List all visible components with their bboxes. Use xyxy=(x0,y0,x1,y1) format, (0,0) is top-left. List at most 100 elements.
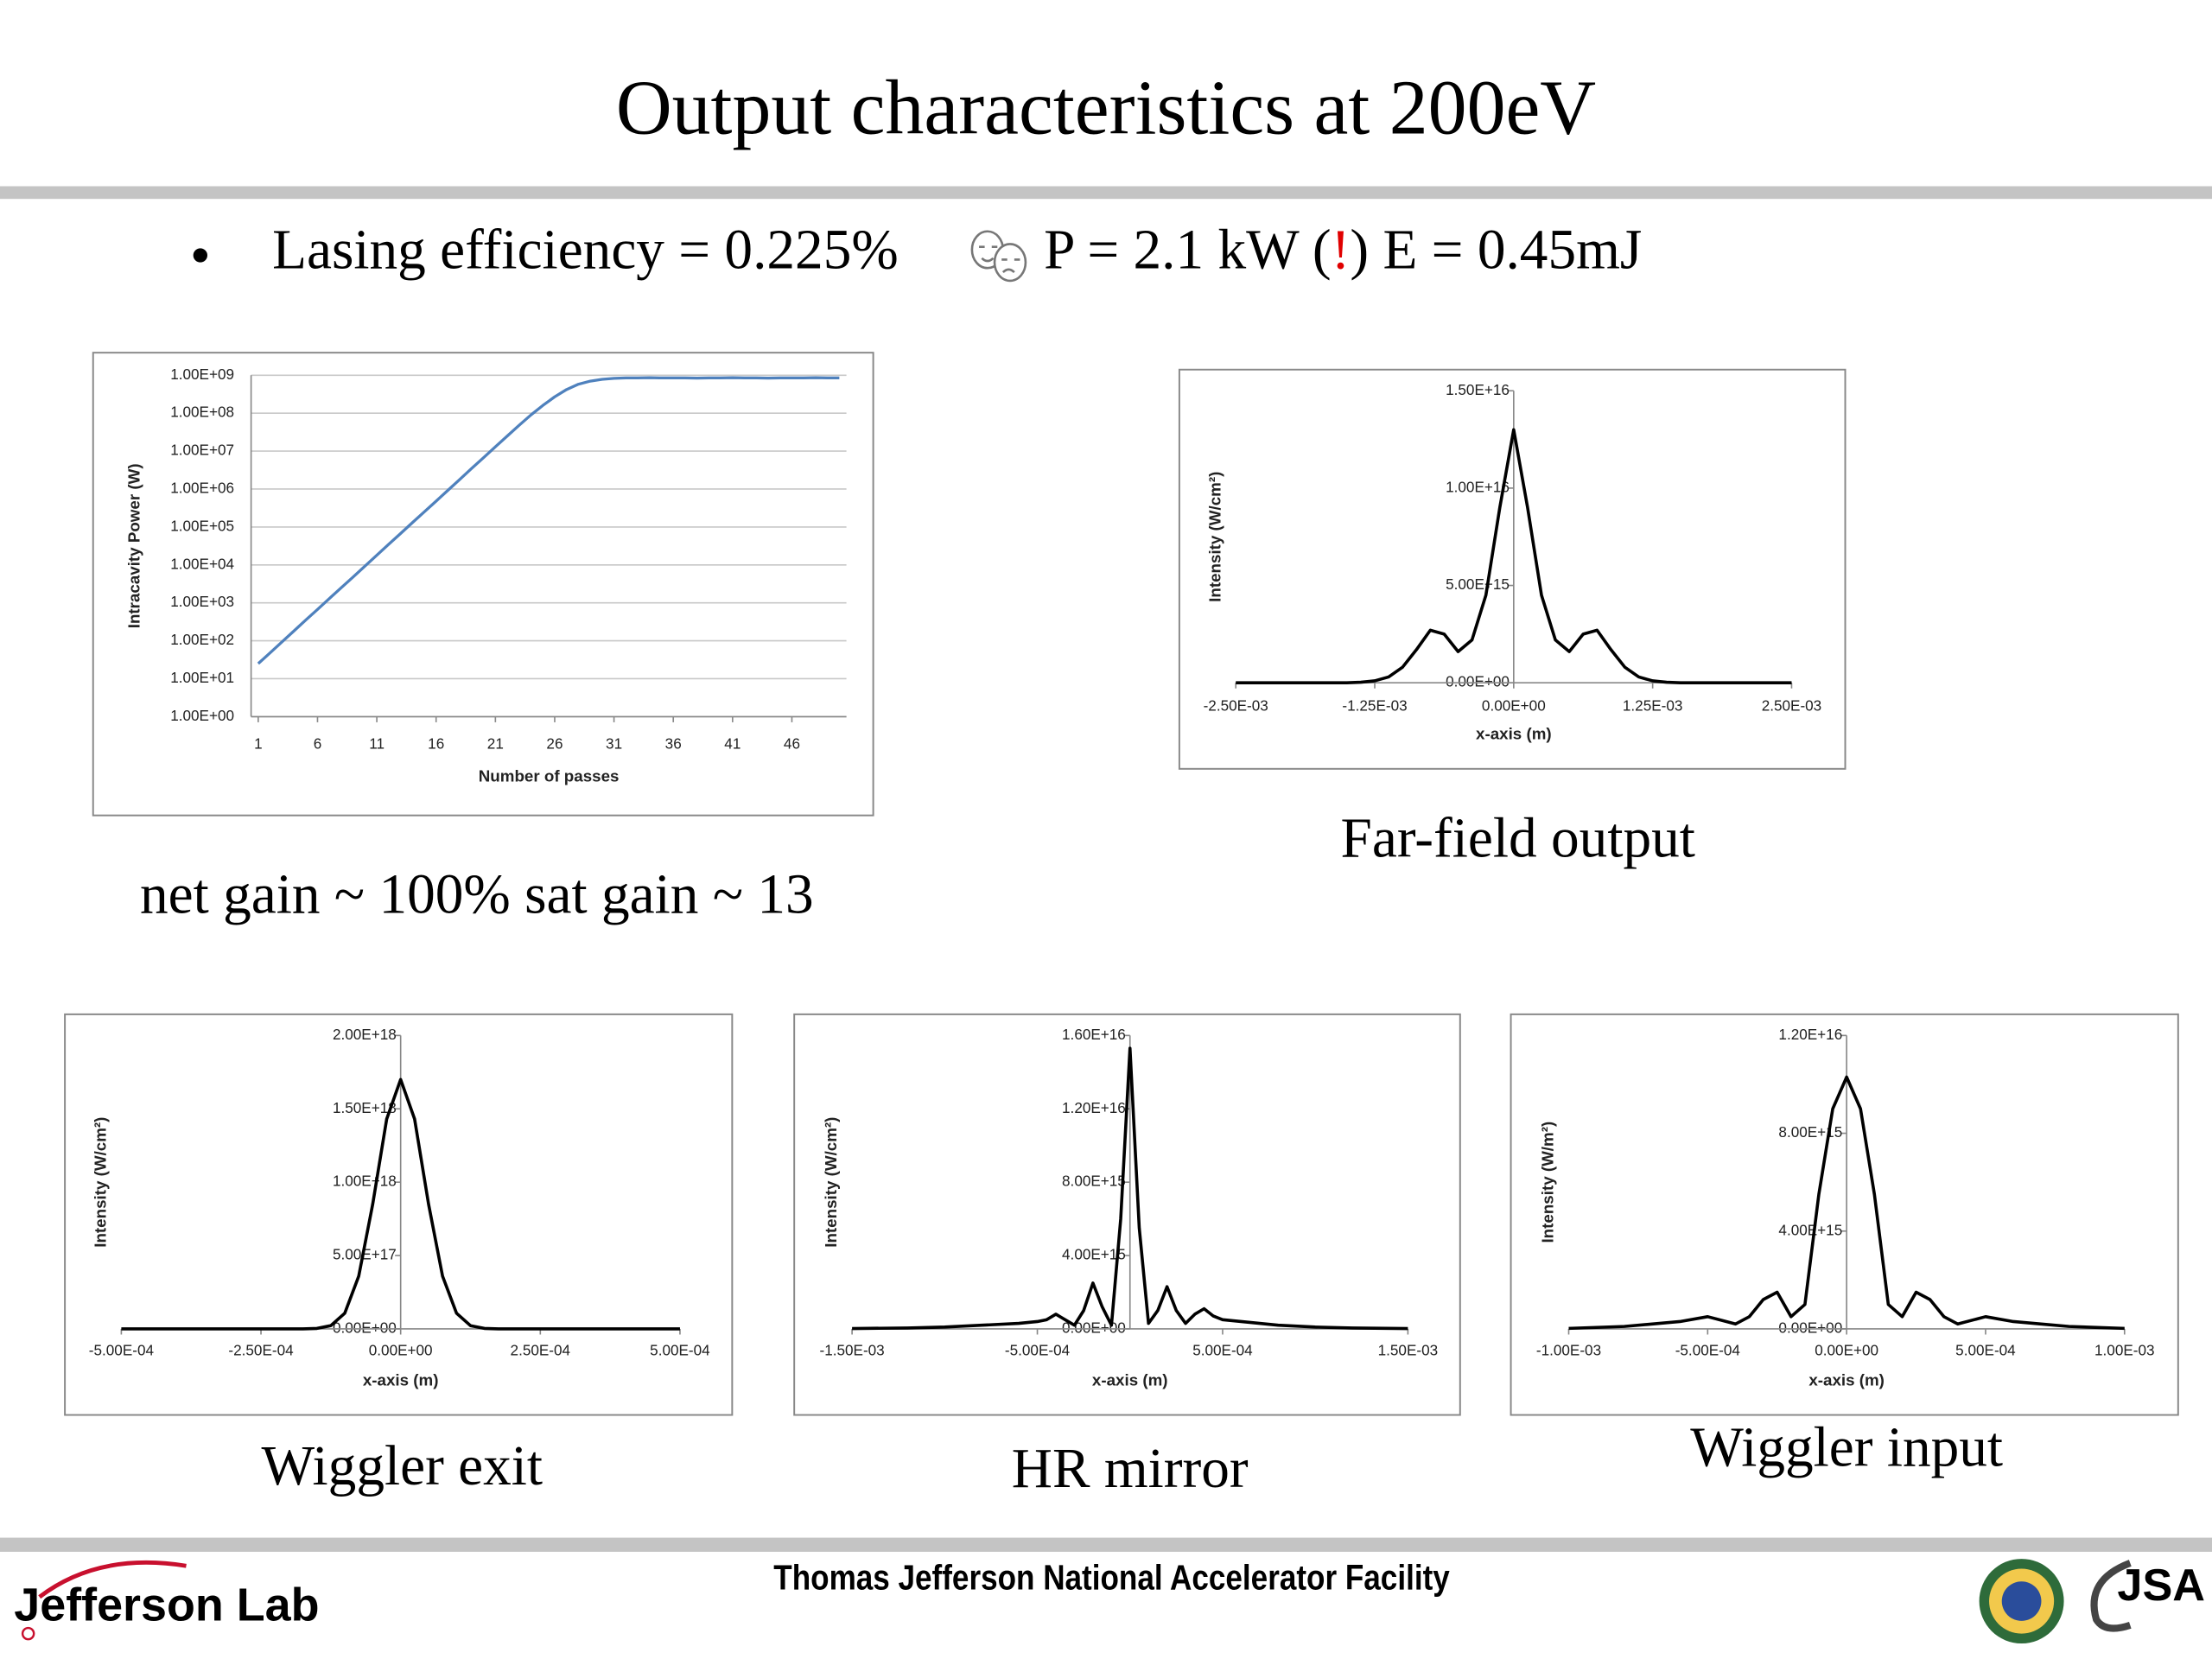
data-line xyxy=(1236,428,1792,685)
y-axis-title: Intensity (W/cm²) xyxy=(822,1117,840,1248)
x-tick-label: 11 xyxy=(369,735,385,753)
x-axis-title: x-axis (m) xyxy=(1476,725,1552,743)
lab-name: Jefferson Lab xyxy=(14,1579,319,1630)
y-tick-label: 1.00E+02 xyxy=(170,631,234,648)
x-tick-label: 0.00E+00 xyxy=(1482,696,1546,714)
chart-caption: Wiggler input xyxy=(1690,1417,2003,1479)
masks-icon xyxy=(970,230,1027,283)
y-tick-label: 8.00E+15 xyxy=(1062,1173,1126,1190)
y-tick-label: 1.00E+07 xyxy=(170,442,234,459)
y-tick-label: 0.00E+00 xyxy=(1062,1319,1126,1336)
x-tick-label: -1.25E-03 xyxy=(1342,696,1407,714)
x-tick-label: -2.50E-03 xyxy=(1204,696,1268,714)
x-axis-title: x-axis (m) xyxy=(363,1370,439,1389)
chart: 0.00E+005.00E+171.00E+181.50E+182.00E+18… xyxy=(64,1013,734,1416)
data-line xyxy=(1568,1075,2125,1331)
x-tick-label: 0.00E+00 xyxy=(1815,1342,1878,1359)
chart: 1.00E+00 1.00E+01 1.00E+02 1.00E+03 1.00E+04… xyxy=(92,352,874,817)
y-tick-label: 4.00E+15 xyxy=(1778,1221,1842,1238)
x-tick-label: 1 xyxy=(254,735,263,753)
x-tick-label: 26 xyxy=(546,735,563,753)
x-tick-label: 1.50E-03 xyxy=(1378,1342,1439,1359)
chart: 0.00E+00 5.00E+15 1.00E+16 1.50E+16 -2.50E-0… xyxy=(1178,368,1847,770)
y-tick-label: 1.20E+16 xyxy=(1778,1026,1842,1043)
chart-frame xyxy=(92,352,874,817)
y-tick-label: 1.00E+05 xyxy=(170,517,234,534)
x-tick-label: -2.50E-04 xyxy=(228,1342,294,1359)
y-tick-label: 0.00E+00 xyxy=(333,1319,397,1336)
y-tick-label: 1.00E+06 xyxy=(170,480,234,497)
y-axis-title: Intensity (W/cm²) xyxy=(1205,472,1224,602)
y-tick-label: 1.00E+09 xyxy=(170,365,234,383)
y-tick-label: 1.00E+04 xyxy=(170,555,234,572)
y-tick-label: 1.50E+16 xyxy=(1446,381,1510,398)
x-tick-label: 2.50E-03 xyxy=(1762,696,1822,714)
x-axis-title: x-axis (m) xyxy=(1092,1370,1168,1389)
x-tick-label: 0.00E+00 xyxy=(369,1342,433,1359)
title-rule xyxy=(0,186,2212,200)
y-tick-label: 1.00E+01 xyxy=(170,669,234,686)
data-line xyxy=(121,1077,680,1331)
footer-rule xyxy=(0,1537,2212,1552)
y-tick-label: 1.00E+03 xyxy=(170,593,234,610)
x-tick-label: -5.00E-04 xyxy=(89,1342,155,1359)
data-line xyxy=(257,376,840,665)
y-tick-label: 4.00E+15 xyxy=(1062,1246,1126,1263)
bullet-lead: Lasing efficiency = 0.225% xyxy=(272,219,899,281)
x-tick-label: 31 xyxy=(606,735,622,753)
x-tick-label: -1.50E-03 xyxy=(820,1342,885,1359)
y-tick-label: 1.00E+00 xyxy=(170,707,234,724)
x-tick-label: 1.25E-03 xyxy=(1623,696,1683,714)
lab-swoosh xyxy=(38,1560,187,1599)
y-tick-label: 1.60E+16 xyxy=(1062,1026,1126,1043)
x-tick-label: -5.00E-04 xyxy=(1005,1342,1071,1359)
x-axis-title: Number of passes xyxy=(479,767,620,785)
x-tick-label: 5.00E-04 xyxy=(650,1342,710,1359)
x-tick-label: 6 xyxy=(314,735,322,753)
y-tick-label: 1.50E+18 xyxy=(333,1099,397,1116)
x-tick-label: 5.00E-04 xyxy=(1192,1342,1253,1359)
chart-caption: Wiggler exit xyxy=(262,1435,543,1497)
x-tick-label: 16 xyxy=(428,735,444,753)
y-tick-label: 2.00E+18 xyxy=(333,1026,397,1043)
y-tick-label: 1.00E+08 xyxy=(170,404,234,421)
y-tick-label: 8.00E+15 xyxy=(1778,1123,1842,1141)
y-tick-label: 0.00E+00 xyxy=(1778,1319,1842,1336)
doe-seal xyxy=(1979,1559,2064,1644)
x-tick-label: 2.50E-04 xyxy=(511,1342,571,1359)
chart-caption: HR mirror xyxy=(1012,1438,1249,1500)
bullet-alert: ! xyxy=(1332,219,1351,281)
bullet-power: P = 2.1 kW ( xyxy=(1044,219,1331,281)
x-tick-label: -1.00E-03 xyxy=(1536,1342,1601,1359)
jsa-logo: JSA xyxy=(2117,1560,2205,1611)
bullet-energy: ) E = 0.45mJ xyxy=(1350,219,1642,281)
slide-title: Output characteristics at 200eV xyxy=(616,65,1596,150)
x-tick-label: 21 xyxy=(487,735,504,753)
y-axis-title: Intensity (W/m²) xyxy=(1539,1122,1557,1243)
x-tick-label: 36 xyxy=(665,735,682,753)
data-line xyxy=(852,1046,1408,1331)
jsa-swoosh xyxy=(2090,1560,2132,1632)
x-tick-label: -5.00E-04 xyxy=(1675,1342,1741,1359)
y-tick-label: 0.00E+00 xyxy=(1446,673,1510,690)
chart: 0.00E+00 4.00E+15 8.00E+15 1.20E+16 -1.00E-0… xyxy=(1510,1013,2179,1416)
bullet-values: P = 2.1 kW (!) E = 0.45mJ xyxy=(1044,219,1642,281)
y-tick-label: 1.00E+18 xyxy=(333,1173,397,1190)
y-axis-title: Intensity (W/cm²) xyxy=(92,1117,110,1248)
x-tick-label: 1.00E-03 xyxy=(2094,1342,2155,1359)
x-axis-title: x-axis (m) xyxy=(1808,1370,1885,1389)
y-tick-label: 1.20E+16 xyxy=(1062,1099,1126,1116)
x-tick-label: 5.00E-04 xyxy=(1955,1342,2016,1359)
x-tick-label: 41 xyxy=(724,735,741,753)
chart-caption: net gain ~ 100% sat gain ~ 13 xyxy=(140,864,814,926)
chart-caption: Far-field output xyxy=(1341,807,1695,869)
x-tick-label: 46 xyxy=(784,735,800,753)
bullet-dot xyxy=(193,248,207,263)
facility-name: Thomas Jefferson National Accelerator Fa… xyxy=(773,1559,1449,1598)
y-axis-title: Intracavity Power (W) xyxy=(125,463,143,628)
y-tick-label: 5.00E+15 xyxy=(1446,575,1510,593)
y-tick-label: 1.00E+16 xyxy=(1446,478,1510,495)
lab-dot xyxy=(21,1626,35,1641)
